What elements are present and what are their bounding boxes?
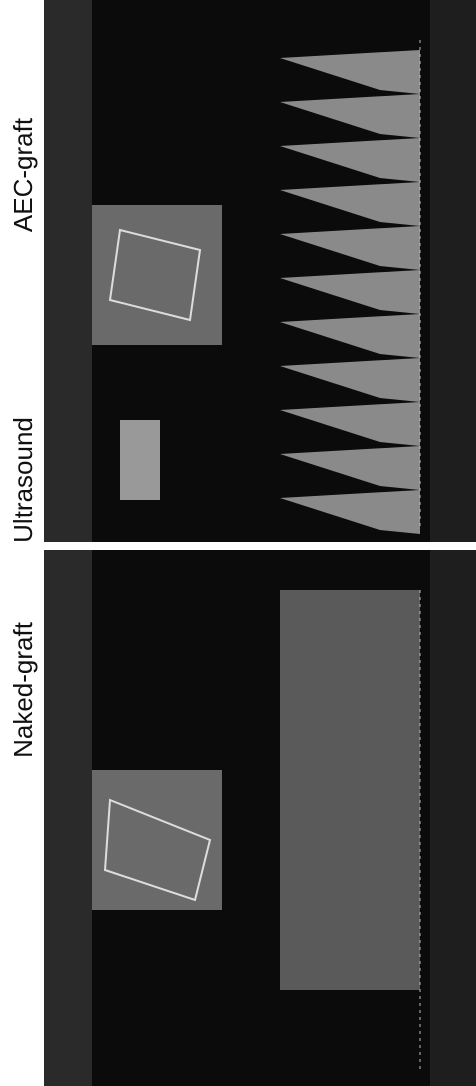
b-mode-image xyxy=(92,770,222,910)
info-strip xyxy=(44,550,92,1086)
b-mode-image xyxy=(92,205,222,345)
settings-strip xyxy=(430,550,476,1086)
settings-strip xyxy=(430,0,476,542)
aec-panel xyxy=(44,0,476,542)
naked-panel xyxy=(44,550,476,1086)
ultrasound-label: Ultrasound xyxy=(8,417,38,543)
naked-label: Naked-graft xyxy=(8,621,38,758)
divider xyxy=(44,542,476,550)
page: Naked-graft Ultrasound AEC-graft (() => … xyxy=(0,0,476,1086)
aec-label: AEC-graft xyxy=(8,117,38,232)
figure: Naked-graft Ultrasound AEC-graft xyxy=(0,0,476,1086)
info-box xyxy=(120,420,160,500)
flat-spectrum xyxy=(280,590,420,990)
info-strip xyxy=(44,0,92,542)
